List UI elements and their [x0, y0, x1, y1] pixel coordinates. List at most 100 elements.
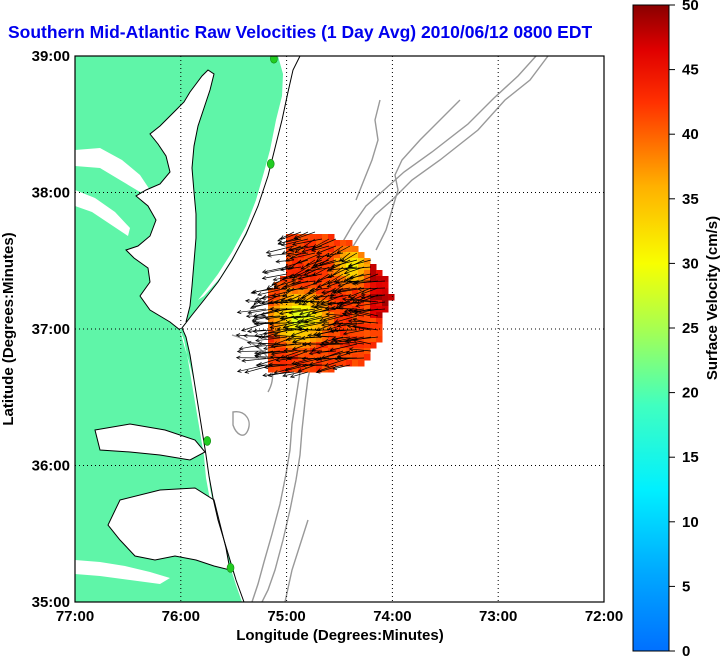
velocity-cell	[268, 288, 275, 295]
velocity-cell	[280, 336, 287, 343]
velocity-arrow	[257, 287, 288, 296]
velocity-cell	[286, 294, 293, 301]
velocity-cell	[334, 324, 341, 331]
velocity-cell	[322, 276, 329, 283]
velocity-cell	[370, 306, 377, 313]
lat-tick-label: 37:00	[32, 321, 70, 338]
velocity-cell	[364, 354, 371, 361]
velocity-arrow-head	[263, 270, 269, 275]
velocity-arrow-head	[336, 323, 342, 328]
velocity-cell	[292, 342, 299, 349]
velocity-cell	[382, 306, 389, 313]
velocity-arrow	[283, 322, 302, 328]
velocity-arrow	[273, 336, 295, 345]
velocity-arrow-head	[335, 280, 340, 285]
velocity-cell	[310, 234, 317, 241]
velocity-arrow	[302, 357, 330, 360]
velocity-cell	[340, 240, 347, 247]
velocity-arrow	[241, 357, 274, 362]
velocity-cell	[340, 294, 347, 301]
velocity-arrow	[349, 308, 379, 317]
velocity-arrow-head	[235, 333, 241, 338]
colorbar: 0 5 10 15 20 25 30 35 40 45 50 Surface Velocity (c…	[632, 0, 721, 659]
velocity-cell	[298, 270, 305, 277]
velocity-arrow-head	[303, 271, 309, 276]
velocity-arrow	[256, 322, 288, 325]
velocity-arrow	[283, 294, 302, 304]
velocity-arrow	[353, 308, 386, 312]
velocity-cell	[328, 252, 335, 259]
velocity-arrow	[271, 350, 295, 355]
velocity-arrow-head	[284, 367, 290, 372]
velocity-arrow-head	[330, 305, 336, 311]
velocity-cell	[310, 336, 317, 343]
velocity-arrow	[262, 273, 288, 279]
velocity-arrow-head	[236, 368, 242, 373]
velocity-cell	[352, 342, 359, 349]
velocity-arrow	[241, 322, 267, 331]
velocity-cell	[370, 312, 377, 319]
velocity-cell	[370, 342, 377, 349]
velocity-cell	[310, 342, 317, 349]
velocity-cell	[358, 294, 365, 301]
velocity-arrow-head	[260, 311, 266, 316]
lon-tick-label: 72:00	[585, 608, 623, 625]
velocity-cell	[316, 234, 323, 241]
velocity-arrow	[281, 238, 309, 246]
velocity-arrow-head	[321, 290, 326, 295]
potomac-river	[75, 190, 130, 236]
velocity-arrow-head	[279, 267, 285, 272]
velocity-arrow-head	[333, 338, 338, 343]
colorbar-tick-label: 40	[682, 126, 699, 143]
velocity-cell	[322, 270, 329, 277]
velocity-cell	[292, 258, 299, 265]
velocity-arrow-head	[352, 324, 357, 329]
velocity-arrow	[282, 371, 302, 377]
velocity-arrow-head	[313, 332, 318, 337]
velocity-arrow-head	[236, 309, 242, 315]
velocity-arrow-head	[348, 308, 354, 313]
velocity-arrow-head	[273, 300, 279, 305]
velocity-arrow	[291, 273, 323, 281]
velocity-cell	[268, 366, 275, 373]
velocity-arrow-head	[267, 373, 273, 378]
velocity-arrow	[333, 339, 365, 345]
velocity-arrow-head	[353, 280, 359, 285]
velocity-arrow-head	[326, 274, 332, 279]
velocity-cell	[346, 342, 353, 349]
velocity-cell	[376, 288, 383, 295]
velocity-arrow-head	[315, 332, 321, 337]
velocity-cell	[298, 264, 305, 271]
velocity-cell	[328, 366, 335, 373]
velocity-arrow	[290, 245, 316, 252]
velocity-arrow-head	[311, 247, 316, 252]
velocity-arrow-head	[315, 369, 321, 374]
velocity-arrow-head	[360, 295, 366, 300]
velocity-cell	[334, 246, 341, 253]
velocity-arrow	[300, 315, 323, 322]
velocity-cell	[286, 276, 293, 283]
station-marker	[203, 436, 212, 446]
velocity-cell	[346, 312, 353, 319]
velocity-arrow-head	[299, 311, 304, 316]
velocity-arrow	[286, 287, 309, 291]
velocity-arrow-head	[273, 370, 279, 375]
velocity-cell	[358, 276, 365, 283]
velocity-cell	[328, 318, 335, 325]
velocity-arrow	[309, 357, 337, 365]
velocity-cell	[358, 318, 365, 325]
velocity-arrow	[297, 320, 330, 324]
velocity-arrow-head	[306, 342, 312, 347]
velocity-arrow-head	[308, 351, 314, 356]
velocity-cell	[382, 300, 389, 307]
velocity-arrow-head	[280, 298, 286, 303]
velocity-cell	[364, 330, 371, 337]
velocity-arrow-head	[252, 289, 257, 294]
velocity-cell	[346, 270, 353, 277]
velocity-arrow-head	[326, 253, 332, 258]
velocity-arrow-head	[294, 324, 300, 329]
velocity-arrow-head	[326, 267, 332, 272]
velocity-arrow-head	[300, 265, 306, 270]
velocity-arrow-head	[264, 316, 270, 321]
velocity-arrow-head	[291, 241, 297, 246]
